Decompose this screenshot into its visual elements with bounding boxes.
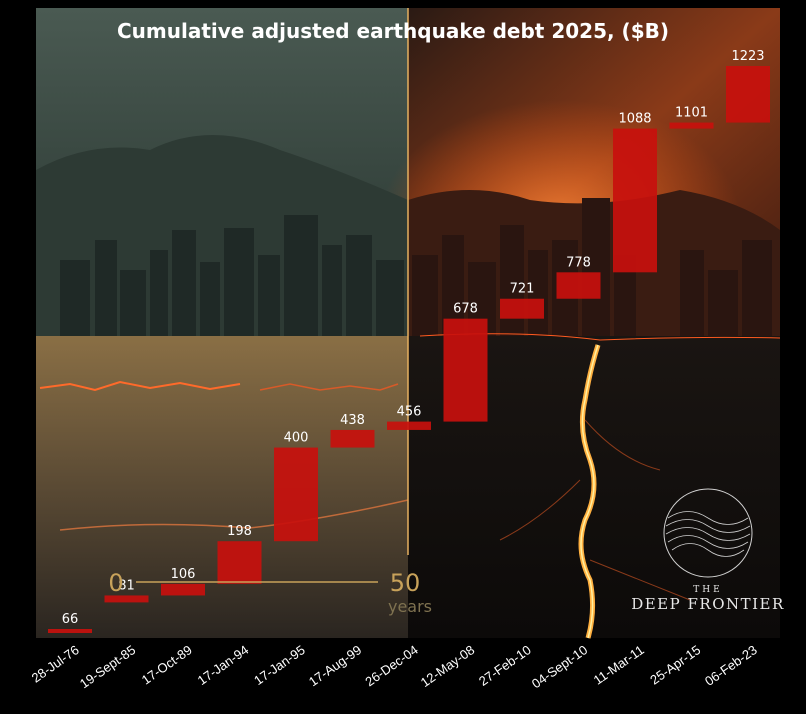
bar-27-Feb-10	[500, 298, 544, 319]
bar-11-Mar-11	[613, 128, 657, 273]
x-tick-17-Aug-99: 17-Aug-99	[306, 642, 364, 689]
x-tick-04-Sept-10: 04-Sept-10	[529, 642, 590, 691]
bar-19-Sept-85	[104, 595, 149, 603]
x-tick-17-Oct-89: 17-Oct-89	[139, 642, 195, 687]
wave-circle-icon	[663, 488, 753, 578]
bar-28-Jul-76	[48, 629, 92, 633]
data-label-04-Sept-10: 778	[566, 255, 591, 270]
scale-marker-unit: years	[388, 597, 432, 616]
brand-line-2: DEEP FRONTIER	[631, 595, 785, 613]
x-tick-06-Feb-23: 06-Feb-23	[702, 642, 760, 689]
data-label-11-Mar-11: 1088	[618, 112, 651, 127]
data-label-25-Apr-15: 1101	[675, 106, 708, 121]
bar-26-Dec-04	[387, 421, 431, 430]
background-scene	[36, 8, 781, 639]
chart-title: Cumulative adjusted earthquake debt 2025…	[117, 19, 669, 43]
bar-17-Jan-95	[274, 447, 318, 542]
data-label-17-Jan-95: 400	[284, 431, 309, 446]
brand-logo: THE DEEP FRONTIER	[631, 488, 785, 613]
data-label-28-Jul-76: 66	[62, 612, 79, 627]
scale-marker: 0 50 years	[108, 569, 432, 616]
bar-17-Oct-89	[161, 583, 205, 596]
data-label-19-Sept-85: 81	[118, 578, 135, 593]
bar-25-Apr-15	[669, 122, 714, 129]
x-tick-11-Mar-11: 11-Mar-11	[591, 642, 647, 688]
data-label-26-Dec-04: 456	[397, 405, 422, 420]
scale-marker-start: 0	[108, 569, 123, 597]
bar-12-May-08	[443, 318, 488, 422]
bar-17-Jan-94	[217, 541, 262, 584]
data-label-17-Jan-94: 198	[227, 524, 252, 539]
data-label-17-Oct-89: 106	[171, 567, 196, 582]
x-tick-26-Dec-04: 26-Dec-04	[362, 642, 420, 689]
bar-group	[48, 66, 770, 633]
scale-marker-end: 50	[390, 569, 421, 597]
x-tick-27-Feb-10: 27-Feb-10	[476, 642, 534, 689]
x-tick-28-Jul-76: 28-Jul-76	[29, 642, 82, 685]
wave-lines-icon	[665, 511, 751, 557]
x-tick-17-Jan-95: 17-Jan-95	[251, 642, 308, 688]
x-tick-19-Sept-85: 19-Sept-85	[77, 642, 138, 691]
data-label-27-Feb-10: 721	[510, 282, 535, 297]
x-tick-17-Jan-94: 17-Jan-94	[195, 642, 252, 688]
data-label-17-Aug-99: 438	[340, 413, 365, 428]
data-label-group: 66 81 106 198 400 438 456 678 721 778 1088 1101 1223	[62, 49, 765, 627]
data-label-06-Feb-23: 1223	[731, 49, 764, 64]
bar-17-Aug-99	[330, 429, 375, 448]
x-tick-12-May-08: 12-May-08	[418, 642, 478, 690]
bar-04-Sept-10	[556, 272, 601, 299]
bar-06-Feb-23	[726, 66, 770, 123]
x-tick-25-Apr-15: 25-Apr-15	[647, 642, 703, 687]
data-label-12-May-08: 678	[453, 302, 478, 317]
brand-line-1: THE	[693, 585, 722, 595]
